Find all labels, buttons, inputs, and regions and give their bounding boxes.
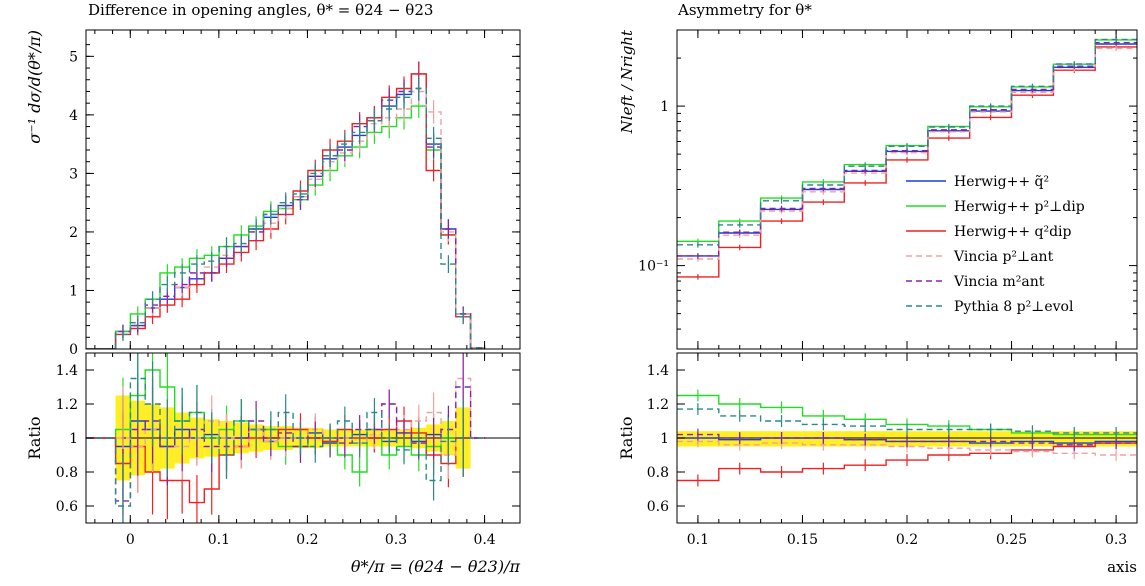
x-tick-label: 0.3 (1105, 532, 1127, 548)
ratio-y-tick-label: 0.8 (56, 465, 78, 481)
x-tick-label: 0.1 (208, 532, 230, 548)
y-tick-label: 0 (69, 342, 78, 358)
ratio-y-tick-label: 0.6 (647, 499, 669, 515)
y-tick-label: 10⁻¹ (638, 259, 669, 275)
left-plot-title: Difference in opening angles, θ* = θ24 −… (88, 1, 434, 19)
y-tick-label: 2 (69, 225, 78, 241)
ratio-axis-label: Ratio (25, 416, 44, 459)
series-1-line (86, 105, 486, 349)
y-axis-label: σ⁻¹ dσ/d(θ*/π) (25, 30, 44, 144)
series-1-ratio-line (677, 394, 1137, 436)
series-2-line (86, 73, 486, 349)
right-plot-title: Asymmetry for θ* (678, 1, 812, 19)
legend-entry: Pythia 8 p²⊥evol (954, 299, 1074, 315)
legend-entry: Vincia p²⊥ant (953, 249, 1054, 265)
y-tick-label: 3 (69, 166, 78, 182)
ratio-y-tick-label: 1.2 (56, 397, 78, 413)
series-4-ratio-line (86, 386, 486, 502)
series-3-ratio-line (677, 440, 1137, 456)
x-tick-label: 0.3 (385, 532, 407, 548)
x-tick-label: 0.2 (896, 532, 918, 548)
legend-entry: Herwig++ q²dip (954, 224, 1072, 240)
y-tick-label: 1 (660, 99, 669, 115)
legend-entry: Vincia m²ant (953, 274, 1045, 290)
x-tick-label: 0.15 (787, 532, 818, 548)
ratio-y-tick-label: 0.8 (647, 465, 669, 481)
y-tick-label: 1 (69, 283, 78, 299)
ratio-y-tick-label: 0.6 (56, 499, 78, 515)
legend-entry: Herwig++ p²⊥dip (954, 199, 1085, 215)
series-5-line (677, 38, 1137, 246)
x-tick-label: 0 (126, 532, 135, 548)
x-tick-label: 0.2 (296, 532, 318, 548)
ratio-y-tick-label: 1 (69, 431, 78, 447)
series-5-ratio-line (86, 377, 486, 507)
ratio-axis-label: Ratio (617, 416, 636, 459)
x-tick-label: 0.4 (473, 532, 495, 548)
ratio-y-tick-label: 1.4 (56, 363, 78, 379)
series-5-line (86, 87, 486, 349)
ratio-y-tick-label: 1.4 (647, 363, 669, 379)
series-4-ratio-line (677, 433, 1137, 446)
plot-frame (85, 29, 521, 350)
x-axis-label: θ*/π = (θ24 − θ23)/π (351, 557, 521, 576)
y-tick-label: 5 (69, 49, 78, 65)
x-tick-label: 0.1 (687, 532, 709, 548)
y-axis-label: Nleft / Nright (618, 29, 636, 134)
legend-entry: Herwig++ q̃² (954, 174, 1049, 190)
x-axis-label: axis (1107, 558, 1137, 576)
x-tick-label: 0.25 (996, 532, 1027, 548)
ratio-y-tick-label: 1.2 (647, 397, 669, 413)
y-tick-label: 4 (69, 108, 78, 124)
ratio-y-tick-label: 1 (660, 431, 669, 447)
series-5-ratio-line (677, 408, 1137, 434)
